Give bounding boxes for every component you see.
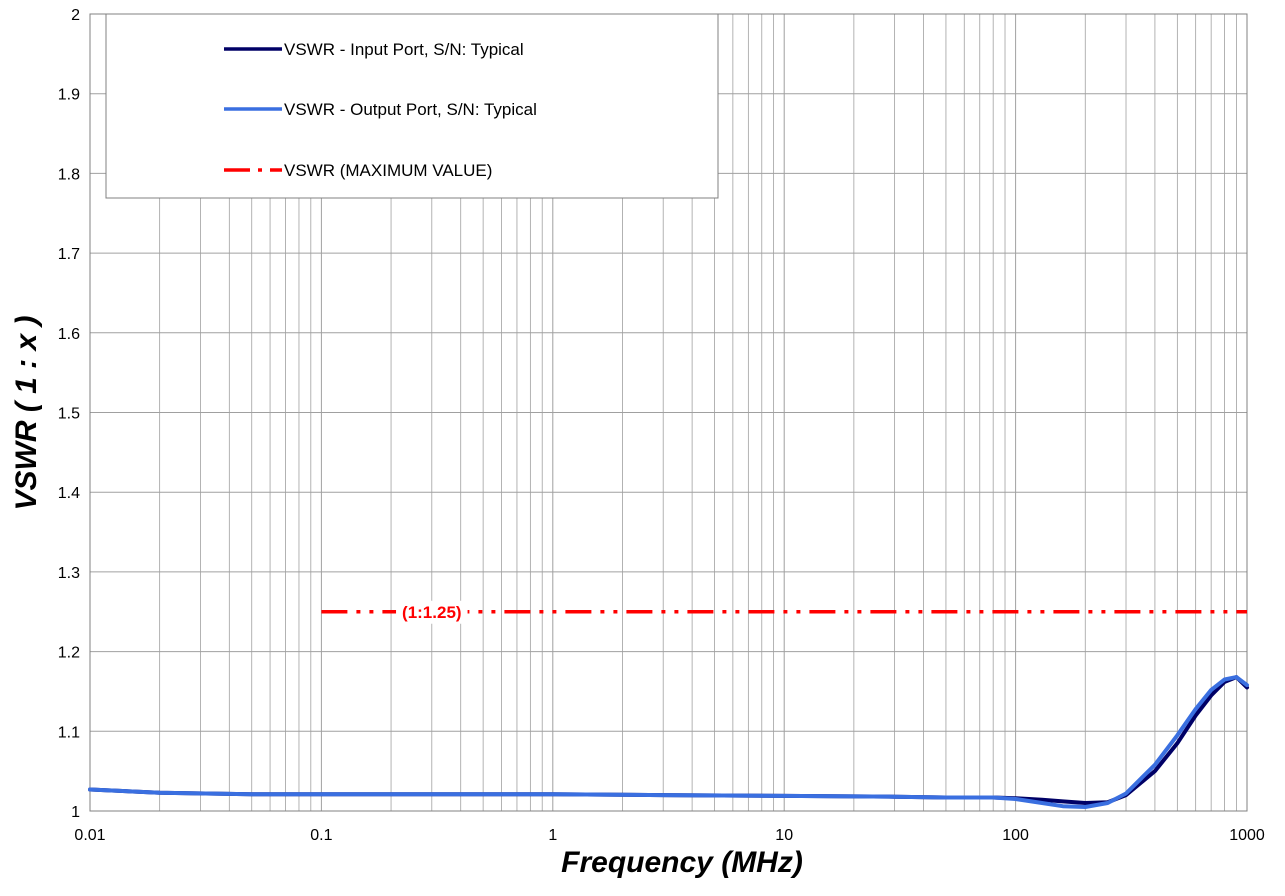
- max-vswr-annotation: (1:1.25): [402, 603, 462, 622]
- x-tick-label: 100: [1002, 827, 1029, 844]
- series-line-0: [88, 675, 1249, 805]
- series-group: [88, 610, 1249, 809]
- x-tick-label: 10: [775, 827, 793, 844]
- legend-entry-max: VSWR (MAXIMUM VALUE): [284, 161, 492, 180]
- x-tick-label: 0.1: [310, 827, 332, 844]
- y-tick-label: 1: [71, 804, 80, 821]
- y-tick-label: 1.1: [58, 724, 80, 741]
- y-tick-label: 1.9: [58, 87, 80, 104]
- y-tick-label: 1.4: [58, 485, 80, 502]
- y-tick-label: 2: [71, 7, 80, 24]
- y-tick-label: 1.2: [58, 645, 80, 662]
- x-axis-title: Frequency (MHz): [561, 846, 803, 879]
- annotation-background: [396, 600, 468, 624]
- y-axis-title: VSWR ( 1 : x ): [10, 315, 43, 510]
- series-line-1: [88, 675, 1249, 809]
- x-tick-label: 0.01: [74, 827, 105, 844]
- x-tick-label: 1: [548, 827, 557, 844]
- legend-entry-output: VSWR - Output Port, S/N: Typical: [284, 100, 537, 119]
- tick-labels: 0.01 0.1 1 10 100 1000 1 1.1 1.2 1.3 1.4 1.5 1.6 1.7 1…: [58, 7, 1265, 844]
- y-tick-label: 1.3: [58, 565, 80, 582]
- x-tick-label: 1000: [1229, 827, 1265, 844]
- y-tick-label: 1.6: [58, 326, 80, 343]
- y-tick-label: 1.5: [58, 406, 80, 423]
- legend-box: [105, 13, 719, 199]
- y-tick-label: 1.8: [58, 166, 80, 183]
- legend: VSWR - Input Port, S/N: Typical VSWR - O…: [105, 13, 719, 199]
- y-tick-label: 1.7: [58, 246, 80, 263]
- legend-entry-input: VSWR - Input Port, S/N: Typical: [284, 40, 524, 59]
